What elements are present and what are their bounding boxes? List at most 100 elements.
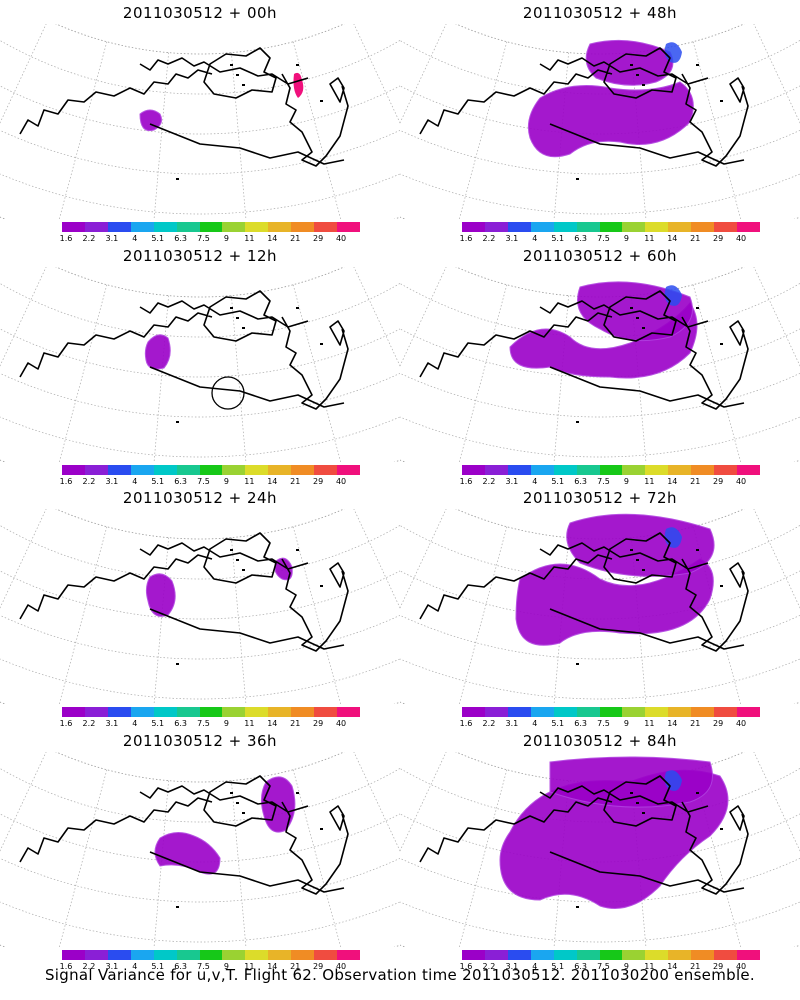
longitude-gridline: [58, 769, 108, 947]
longitude-gridline: [400, 509, 447, 609]
colorbar-segment: [245, 707, 269, 717]
longitude-gridline: [753, 509, 800, 609]
colorbar-segment: [484, 222, 508, 232]
colorbar-segment: [484, 950, 508, 960]
colorbar-tick-label: 5.1: [151, 962, 165, 971]
island: [630, 549, 633, 551]
longitude-gridline: [400, 752, 447, 852]
colorbar-tick-label: 1.6: [459, 719, 473, 728]
colorbar-segment: [107, 222, 131, 232]
colorbar-segment: [268, 707, 292, 717]
variance-area: [527, 81, 694, 158]
island: [176, 421, 179, 423]
longitude-gridline: [0, 752, 47, 852]
colorbar-segment: [530, 950, 554, 960]
colorbar-tick-label: 3.1: [105, 234, 119, 243]
island: [230, 549, 233, 551]
colorbar: [462, 465, 760, 475]
longitude-gridline: [153, 537, 169, 704]
colorbar-tick-label: 5.1: [551, 962, 565, 971]
colorbar-tick-label: 4: [132, 962, 138, 971]
colorbar-tick-label: 5.1: [551, 477, 565, 486]
colorbar-segment: [176, 465, 200, 475]
colorbar-segment: [576, 222, 600, 232]
colorbar-tick-label: 3.1: [505, 719, 519, 728]
colorbar-tick-label: 14: [667, 477, 678, 486]
colorbar-tick-label: 9: [623, 962, 629, 971]
colorbar-segment: [668, 465, 692, 475]
island: [576, 663, 579, 665]
island: [696, 64, 699, 66]
island: [242, 327, 245, 329]
longitude-gridline: [58, 284, 108, 462]
island: [636, 317, 639, 319]
panel-title: 2011030512 + 84h: [522, 732, 678, 750]
colorbar-tick-label: 5.1: [551, 234, 565, 243]
colorbar-tick-label: 7.5: [197, 719, 210, 728]
colorbar-segment: [599, 950, 623, 960]
colorbar-tick-label: 9: [223, 234, 229, 243]
colorbar-segment: [576, 707, 600, 717]
colorbar-segment: [222, 707, 246, 717]
colorbar-segment: [714, 950, 738, 960]
colorbar-tick-label: 40: [735, 477, 747, 486]
colorbar-tick-label: 11: [644, 719, 655, 728]
map-panel: 2011030512 + 12h 1.6 2.2 3.1 4 5.1 6.3 7.5 9 11 14…: [0, 243, 400, 488]
latitude-gridline: [0, 767, 400, 823]
colorbar-segment: [622, 222, 646, 232]
colorbar-segment: [107, 707, 131, 717]
latitude-gridline: [0, 570, 400, 620]
colorbar-segment: [553, 222, 577, 232]
island: [696, 549, 699, 551]
figure-caption: Signal Variance for u,v,T. Flight 62. Ob…: [44, 966, 756, 984]
colorbar-segment: [462, 222, 485, 232]
variance-area: [145, 573, 176, 617]
colorbar-ticks: 1.6 2.2 3.1 4 5.1 6.3 7.5 9 11 14 21 29 40: [52, 234, 372, 244]
island: [576, 906, 579, 908]
colorbar-tick-label: 6.3: [174, 234, 187, 243]
colorbar-segment: [691, 465, 715, 475]
colorbar-tick-label: 29: [713, 719, 724, 728]
colorbar-segment: [507, 222, 531, 232]
longitude-gridline: [400, 267, 447, 367]
colorbar-tick-label: 9: [223, 962, 229, 971]
longitude-gridline: [353, 752, 400, 852]
island: [296, 307, 299, 309]
colorbar-segment: [599, 222, 623, 232]
variance-area: [585, 39, 674, 86]
colorbar: [62, 465, 360, 475]
colorbar-segment: [507, 950, 531, 960]
colorbar-segment: [645, 950, 669, 960]
island: [636, 802, 639, 804]
colorbar-tick-label: 14: [667, 234, 678, 243]
colorbar-segment: [130, 222, 154, 232]
colorbar-segment: [84, 950, 108, 960]
coastline: [19, 47, 349, 167]
colorbar-tick-label: 4: [532, 234, 538, 243]
colorbar-ticks: 1.6 2.2 3.1 4 5.1 6.3 7.5 9 11 14 21 29 40: [452, 719, 772, 729]
map-panel: 2011030512 + 00h 1.6 2.2 3.1 4 5.1 6.3 7.5 9 11 14…: [0, 0, 400, 245]
island: [236, 74, 239, 76]
colorbar-tick-label: 3.1: [105, 962, 119, 971]
colorbar-tick-label: 21: [290, 962, 301, 971]
coastline: [419, 290, 749, 410]
colorbar-tick-label: 4: [532, 719, 538, 728]
colorbar-tick-label: 21: [690, 962, 701, 971]
island: [320, 343, 323, 345]
colorbar-tick-label: 2.2: [82, 719, 96, 728]
colorbar-segment: [199, 707, 223, 717]
colorbar-tick-label: 6.3: [174, 962, 187, 971]
variance-area: [154, 832, 221, 875]
colorbar-segment: [153, 465, 177, 475]
colorbar-segment: [553, 950, 577, 960]
colorbar-tick-label: 40: [335, 477, 347, 486]
colorbar-tick-label: 2.2: [82, 234, 96, 243]
island: [642, 812, 645, 814]
island: [296, 792, 299, 794]
colorbar-tick-label: 1.6: [459, 477, 473, 486]
colorbar-segment: [507, 465, 531, 475]
colorbar-tick-label: 6.3: [174, 719, 187, 728]
colorbar-segment: [737, 222, 760, 232]
longitude-gridline: [353, 24, 400, 124]
map-plot: [400, 267, 800, 462]
